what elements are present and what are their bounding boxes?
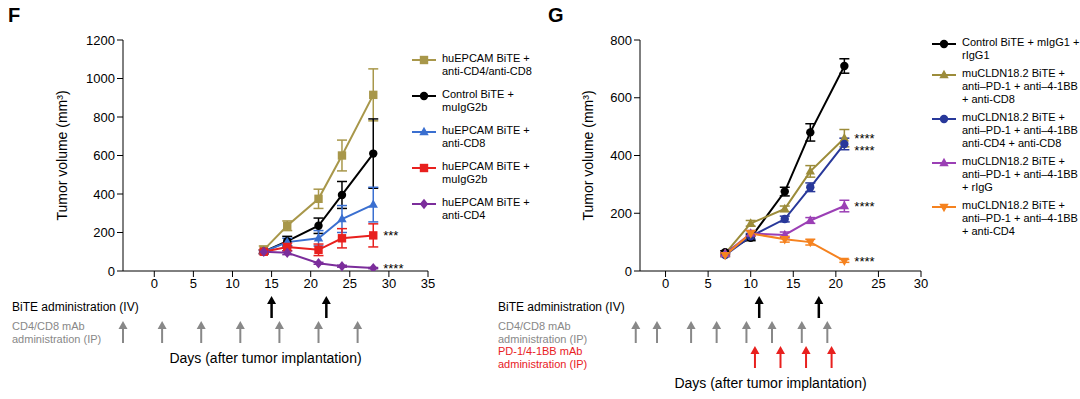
svg-text:200: 200 — [610, 206, 632, 221]
svg-text:30: 30 — [382, 276, 396, 291]
svg-text:20: 20 — [303, 276, 317, 291]
svg-text:10: 10 — [225, 276, 239, 291]
html-text:huEPCAM BiTE + anti-CD8: huEPCAM BiTE + anti-CD8 — [442, 124, 530, 149]
html-text:F: F — [8, 4, 21, 26]
svg-text:Tumor volume (mm³): Tumor volume (mm³) — [580, 90, 596, 220]
svg-text:Tumor volume (mm³): Tumor volume (mm³) — [54, 90, 70, 220]
svg-text:600: 600 — [93, 148, 115, 163]
svg-text:****: **** — [854, 199, 874, 214]
svg-text:5: 5 — [705, 276, 712, 291]
html-text:huEPCAM BiTE + anti-CD4/anti-C: huEPCAM BiTE + anti-CD4/anti-CD8 — [442, 52, 532, 77]
svg-text:5: 5 — [190, 276, 197, 291]
svg-text:CD4/CD8 mAb: CD4/CD8 mAb — [498, 320, 571, 332]
svg-text:30: 30 — [914, 276, 928, 291]
svg-text:1000: 1000 — [86, 71, 115, 86]
svg-text:0: 0 — [625, 264, 632, 279]
svg-text:administration (IP): administration (IP) — [498, 358, 587, 370]
html-text:muCLDN18.2 BiTE + anti–PD-1 +: muCLDN18.2 BiTE + anti–PD-1 + anti–4-1BB… — [962, 199, 1078, 237]
svg-text:Days (after tumor implantation: Days (after tumor implantation) — [169, 350, 361, 366]
svg-text:10: 10 — [743, 276, 757, 291]
svg-text:****: **** — [854, 143, 874, 158]
svg-text:Days (after tumor implantation: Days (after tumor implantation) — [674, 375, 866, 391]
html-text:Control BiTE + muIgG2b: Control BiTE + muIgG2b — [442, 88, 514, 113]
svg-text:400: 400 — [610, 148, 632, 163]
html-text:muCLDN18.2 BiTE + anti–PD-1 +: muCLDN18.2 BiTE + anti–PD-1 + anti–4-1BB… — [962, 155, 1078, 193]
svg-text:CD4/CD8 mAb: CD4/CD8 mAb — [12, 320, 85, 332]
svg-text:15: 15 — [264, 276, 278, 291]
html-text:huEPCAM BiTE + anti-CD4: huEPCAM BiTE + anti-CD4 — [442, 196, 530, 221]
svg-text:0: 0 — [662, 276, 669, 291]
svg-text:15: 15 — [786, 276, 800, 291]
html-text:huEPCAM BiTE + muIgG2b: huEPCAM BiTE + muIgG2b — [442, 160, 530, 185]
svg-text:***: *** — [383, 228, 398, 243]
svg-text:35: 35 — [421, 276, 435, 291]
svg-text:administration (IP): administration (IP) — [12, 333, 101, 345]
html-text:Control BiTE + mIgG1 + rIgG1: Control BiTE + mIgG1 + rIgG1 — [962, 36, 1080, 61]
svg-text:25: 25 — [343, 276, 357, 291]
svg-text:****: **** — [383, 261, 403, 276]
html-text:muCLDN18.2 BiTE + anti–PD-1 +: muCLDN18.2 BiTE + anti–PD-1 + anti–4-1BB… — [962, 111, 1078, 149]
svg-text:800: 800 — [610, 33, 632, 48]
svg-text:800: 800 — [93, 110, 115, 125]
svg-text:400: 400 — [93, 187, 115, 202]
html-text:G: G — [548, 4, 564, 26]
svg-text:BiTE administration (IV): BiTE administration (IV) — [12, 300, 139, 314]
html-text:muCLDN18.2 BiTE + anti–PD-1 +: muCLDN18.2 BiTE + anti–PD-1 + anti–4-1BB… — [962, 67, 1078, 105]
svg-text:BiTE administration (IV): BiTE administration (IV) — [498, 300, 625, 314]
svg-text:200: 200 — [93, 225, 115, 240]
svg-text:0: 0 — [151, 276, 158, 291]
svg-text:****: **** — [854, 254, 874, 269]
svg-text:PD-1/4-1BB mAb: PD-1/4-1BB mAb — [498, 345, 582, 357]
svg-text:0: 0 — [108, 264, 115, 279]
svg-text:25: 25 — [871, 276, 885, 291]
svg-text:600: 600 — [610, 90, 632, 105]
svg-text:1200: 1200 — [86, 33, 115, 48]
svg-text:20: 20 — [829, 276, 843, 291]
svg-text:administration (IP): administration (IP) — [498, 333, 587, 345]
